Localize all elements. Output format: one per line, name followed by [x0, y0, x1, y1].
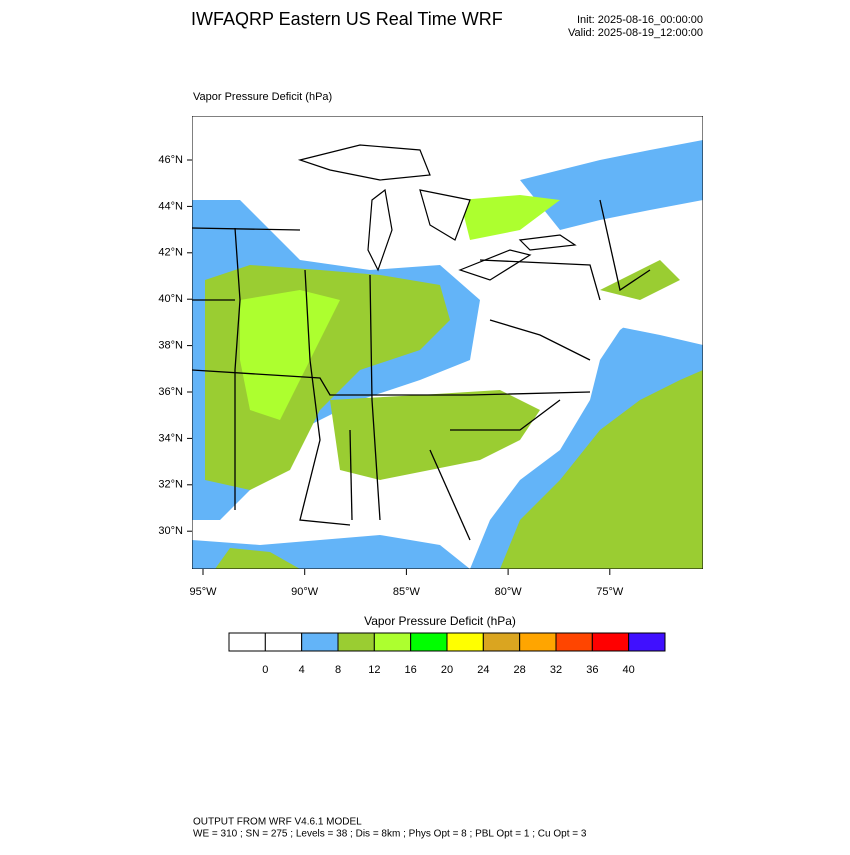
init-time: Init: 2025-08-16_00:00:00: [577, 14, 703, 26]
colorbar-label: 12: [368, 664, 380, 676]
map: [192, 116, 703, 569]
colorbar-label: 8: [335, 664, 341, 676]
colorbar-box: [228, 632, 266, 652]
colorbar-label: 28: [514, 664, 526, 676]
title: IWFAQRP Eastern US Real Time WRF: [191, 9, 503, 29]
colorbar-label: 36: [586, 664, 598, 676]
footer-line: OUTPUT FROM WRF V4.6.1 MODEL: [193, 817, 362, 828]
footer-line: WE = 310 ; SN = 275 ; Levels = 38 ; Dis …: [193, 829, 587, 840]
colorbar-label: 0: [262, 664, 268, 676]
lat-label: 46°N: [158, 154, 183, 166]
colorbar-label: 4: [299, 664, 305, 676]
lat-label: 40°N: [158, 293, 183, 305]
colorbar-box: [410, 632, 448, 652]
field-label: Vapor Pressure Deficit (hPa): [193, 91, 332, 103]
colorbar-box: [591, 632, 630, 652]
colorbar-box: [337, 632, 375, 652]
valid-time: Valid: 2025-08-19_12:00:00: [568, 27, 703, 39]
lat-label: 34°N: [158, 432, 183, 444]
colorbar-label: 20: [441, 664, 453, 676]
colorbar-box: [301, 632, 339, 652]
lon-label: 80°W: [495, 586, 523, 598]
colorbar-box: [628, 632, 666, 652]
colorbar-title: Vapor Pressure Deficit (hPa): [364, 614, 516, 628]
lat-label: 38°N: [158, 340, 183, 352]
colorbar-label: 16: [405, 664, 417, 676]
lon-label: 85°W: [393, 586, 421, 598]
colorbar-box: [373, 632, 412, 652]
lon-label: 75°W: [596, 586, 624, 598]
colorbar-label: 24: [477, 664, 489, 676]
lat-label: 32°N: [158, 479, 183, 491]
colorbar-box: [446, 632, 484, 652]
colorbar-box: [264, 632, 303, 652]
lon-label: 95°W: [189, 586, 217, 598]
colorbar-label: 40: [623, 664, 635, 676]
colorbar-box: [519, 632, 557, 652]
lat-label: 44°N: [158, 200, 183, 212]
lat-label: 42°N: [158, 247, 183, 259]
lat-label: 30°N: [158, 525, 183, 537]
colorbar-box: [482, 632, 521, 652]
colorbar-box: [555, 632, 593, 652]
lat-label: 36°N: [158, 386, 183, 398]
colorbar-label: 32: [550, 664, 562, 676]
lon-label: 90°W: [291, 586, 319, 598]
